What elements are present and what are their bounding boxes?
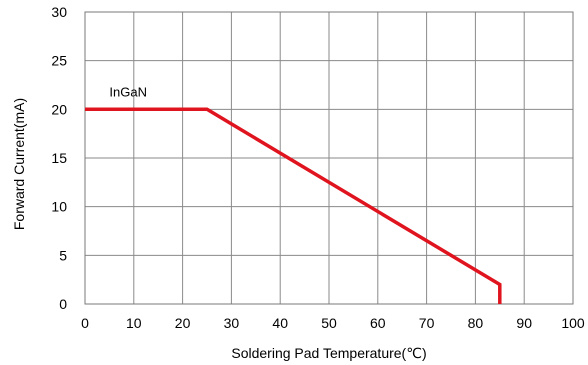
series-layer: [85, 107, 502, 304]
x-tick-label: 40: [272, 315, 288, 331]
x-tick-label: 0: [81, 315, 89, 331]
annotations: InGaN: [109, 85, 147, 100]
x-axis-title: Soldering Pad Temperature(℃): [231, 345, 426, 361]
y-axis-title: Forward Current(mA): [11, 98, 27, 230]
y-tick-labels: 0 5 10 15 20 25 30: [51, 4, 67, 312]
x-tick-label: 50: [321, 315, 337, 331]
plot-frame: [84, 11, 574, 305]
series-line: [85, 107, 502, 304]
x-tick-label: 70: [419, 315, 435, 331]
x-tick-label: 90: [516, 315, 532, 331]
plot-border: [84, 11, 574, 305]
x-tick-label: 80: [468, 315, 484, 331]
y-tick-label: 20: [51, 101, 67, 117]
x-tick-label: 20: [175, 315, 191, 331]
x-tick-label: 10: [126, 315, 142, 331]
y-tick-label: 5: [59, 247, 67, 263]
y-tick-label: 30: [51, 4, 67, 20]
y-tick-label: 10: [51, 199, 67, 215]
x-tick-label: 100: [561, 315, 585, 331]
y-tick-label: 15: [51, 150, 67, 166]
grid: [84, 11, 574, 305]
x-tick-label: 60: [370, 315, 386, 331]
y-tick-label: 0: [59, 296, 67, 312]
x-tick-label: 30: [224, 315, 240, 331]
x-tick-labels: 0 10 20 30 40 50 60 70 80 90 100: [81, 315, 585, 331]
y-tick-label: 25: [51, 53, 67, 69]
series-annotation: InGaN: [109, 85, 147, 100]
